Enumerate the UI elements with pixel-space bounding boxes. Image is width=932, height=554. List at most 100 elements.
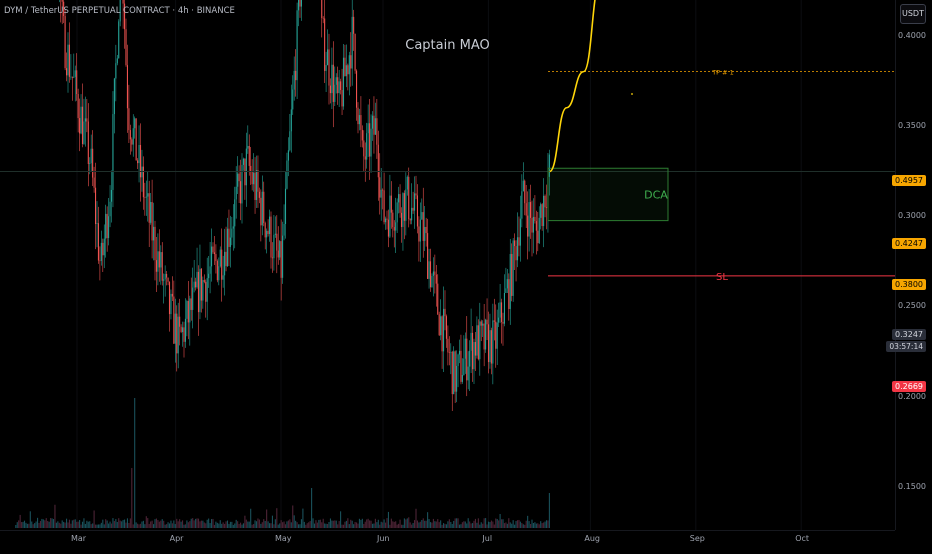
- candle-body: [374, 118, 376, 135]
- candle-body: [406, 176, 408, 190]
- candle-body: [435, 274, 437, 284]
- volume-bar: [370, 520, 372, 528]
- candle-body: [353, 16, 355, 34]
- volume-bar: [145, 516, 147, 528]
- candle-body: [128, 108, 130, 131]
- volume-bar: [209, 523, 211, 528]
- candle-body: [234, 199, 236, 227]
- volume-bar: [170, 520, 172, 528]
- volume-bar: [473, 520, 475, 528]
- candle-body: [338, 81, 340, 94]
- candle-body: [473, 341, 475, 370]
- volume-bar: [292, 505, 294, 528]
- candle-body: [489, 330, 491, 363]
- volume-bar: [244, 515, 246, 528]
- month-tick: Apr: [169, 534, 184, 543]
- volume-bar: [221, 523, 223, 528]
- current-price-tag: 0.3247: [892, 329, 926, 340]
- candle-body: [395, 222, 397, 231]
- candle-body: [466, 338, 468, 381]
- currency-button[interactable]: USDT: [900, 4, 926, 24]
- volume-bar: [518, 519, 520, 528]
- sl-label: SL: [716, 272, 728, 283]
- candle-body: [379, 177, 381, 198]
- candle-body: [66, 68, 68, 76]
- candle-body: [434, 271, 436, 275]
- candle-body: [412, 207, 414, 211]
- candle-body: [196, 271, 198, 288]
- volume-bar: [547, 520, 549, 528]
- candle-body: [81, 106, 84, 144]
- candle-body: [199, 268, 201, 313]
- volume-bar: [286, 521, 288, 528]
- volume-bars: [15, 398, 550, 528]
- volume-bar: [464, 521, 466, 528]
- candle-body: [73, 76, 75, 78]
- candle-body: [515, 246, 517, 261]
- volume-bar: [350, 519, 352, 528]
- candle-body: [347, 65, 349, 75]
- volume-bar: [380, 521, 382, 528]
- candle-body: [70, 76, 72, 78]
- volume-bar: [444, 523, 446, 528]
- price-tick: 0.2500: [898, 301, 926, 311]
- volume-bar: [525, 520, 527, 528]
- candle-body: [71, 76, 73, 78]
- month-tick: Jul: [482, 534, 493, 543]
- candle-body: [168, 281, 171, 315]
- volume-bar: [245, 519, 247, 528]
- candle-body: [528, 202, 530, 237]
- volume-bar: [344, 521, 346, 528]
- volume-bar: [206, 519, 208, 528]
- candle-body: [97, 223, 99, 261]
- candle-body: [232, 226, 234, 229]
- candle-body: [400, 212, 403, 227]
- volume-bar: [412, 522, 414, 528]
- volume-bar: [460, 524, 462, 528]
- volume-bar: [535, 523, 537, 528]
- candle-body: [321, 0, 323, 18]
- candle-body: [357, 107, 359, 125]
- candle-body: [356, 70, 358, 108]
- candle-body: [99, 260, 101, 262]
- candle-body: [483, 323, 485, 350]
- volume-bar: [342, 524, 345, 528]
- candle-body: [493, 320, 495, 322]
- candle-body: [216, 261, 218, 281]
- candle-body: [77, 94, 79, 119]
- volume-bar: [195, 518, 197, 528]
- volume-bar: [483, 518, 485, 528]
- volume-bar: [437, 519, 439, 528]
- candle-body: [79, 118, 81, 134]
- candle-body: [183, 327, 185, 342]
- symbol-title: DYM / TetherUS PERPETUAL CONTRACT · 4h ·…: [4, 6, 235, 16]
- volume-bar: [77, 521, 79, 528]
- volume-bar: [32, 524, 34, 528]
- volume-bar: [240, 522, 242, 528]
- candle-body: [166, 273, 168, 278]
- volume-bar: [183, 524, 185, 528]
- candle-body: [192, 287, 194, 310]
- candle-body: [119, 0, 121, 22]
- volume-bar: [356, 522, 358, 528]
- volume-bar: [125, 522, 127, 528]
- candle-body: [415, 193, 417, 196]
- volume-bar: [369, 520, 371, 528]
- candle-body: [205, 281, 207, 302]
- volume-bar: [421, 520, 423, 528]
- volume-bar: [515, 520, 517, 528]
- volume-bar: [258, 519, 260, 528]
- volume-bar: [432, 518, 434, 528]
- volume-bar: [211, 519, 213, 528]
- candle-body: [399, 194, 401, 213]
- candle-body: [108, 216, 110, 239]
- volume-bar: [458, 524, 461, 528]
- candle-body: [274, 233, 276, 235]
- candle-body: [161, 252, 163, 281]
- candle-body: [224, 251, 226, 276]
- candle-body: [373, 115, 375, 135]
- candle-body: [418, 226, 420, 242]
- candle-body: [197, 271, 200, 313]
